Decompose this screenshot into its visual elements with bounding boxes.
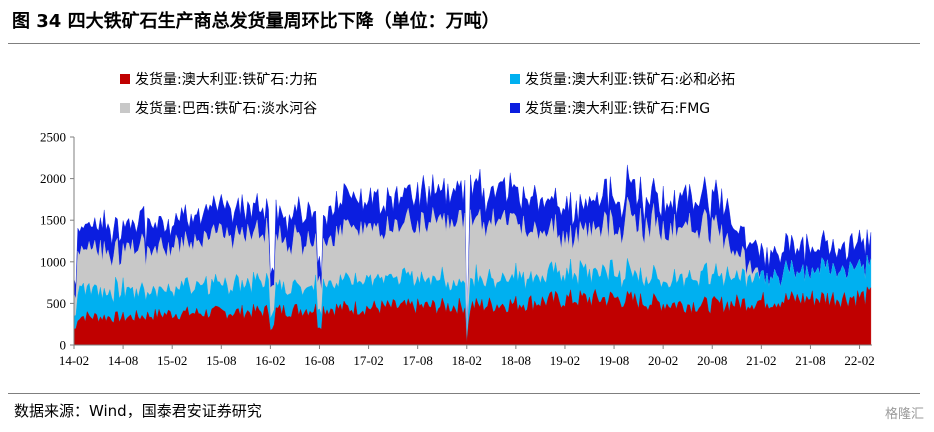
legend-swatch-1 <box>510 74 520 84</box>
legend-label-0: 发货量:澳大利亚:铁矿石:力拓 <box>135 71 317 88</box>
legend-swatch-2 <box>120 103 130 113</box>
y-tick-label-3: 1500 <box>40 213 66 228</box>
x-tick-label-3: 15-08 <box>206 353 236 368</box>
x-tick-label-4: 16-02 <box>255 353 285 368</box>
x-tick-label-0: 14-02 <box>59 353 89 368</box>
source-divider <box>8 393 920 394</box>
y-tick-label-2: 1000 <box>40 254 66 269</box>
legend-label-3: 发货量:澳大利亚:铁矿石:FMG <box>525 100 710 117</box>
x-tick-label-1: 14-08 <box>108 353 138 368</box>
x-tick-label-7: 17-08 <box>403 353 433 368</box>
y-tick-label-0: 0 <box>60 338 67 353</box>
x-tick-label-14: 21-02 <box>746 353 776 368</box>
x-tick-label-5: 16-08 <box>304 353 334 368</box>
y-tick-label-4: 2000 <box>40 171 66 186</box>
source-note: 数据来源：Wind，国泰君安证券研究 <box>14 402 262 420</box>
y-tick-label-5: 2500 <box>40 130 66 145</box>
x-tick-label-2: 15-02 <box>157 353 187 368</box>
chart-areas <box>73 164 872 346</box>
x-tick-label-10: 19-02 <box>550 353 580 368</box>
legend-label-2: 发货量:巴西:铁矿石:淡水河谷 <box>135 100 317 117</box>
x-tick-label-9: 18-08 <box>501 353 531 368</box>
x-tick-label-8: 18-02 <box>452 353 482 368</box>
x-tick-label-12: 20-02 <box>648 353 678 368</box>
legend-label-1: 发货量:澳大利亚:铁矿石:必和必拓 <box>525 71 735 88</box>
legend: 发货量:澳大利亚:铁矿石:力拓 发货量:澳大利亚:铁矿石:必和必拓发货量:巴西:铁… <box>120 71 735 117</box>
x-tick-label-15: 21-08 <box>795 353 825 368</box>
x-tick-label-16: 22-02 <box>844 353 874 368</box>
y-tick-label-1: 500 <box>47 296 67 311</box>
title-divider <box>8 43 920 44</box>
legend-swatch-3 <box>510 103 520 113</box>
figure-title: 图 34 四大铁矿石生产商总发货量周环比下降（单位：万吨） <box>12 11 500 32</box>
chart-axes: 0 500 1000 1500 2000 2500 14-02 14-08 15-02 15-08… <box>40 130 875 369</box>
stacked-area-chart: 发货量:澳大利亚:铁矿石:力拓 发货量:澳大利亚:铁矿石:必和必拓发货量:巴西:铁… <box>40 71 875 369</box>
x-tick-label-6: 17-02 <box>353 353 383 368</box>
x-tick-label-13: 20-08 <box>697 353 727 368</box>
x-tick-label-11: 19-08 <box>599 353 629 368</box>
watermark: 格隆汇 <box>884 407 924 422</box>
legend-swatch-0 <box>120 74 130 84</box>
